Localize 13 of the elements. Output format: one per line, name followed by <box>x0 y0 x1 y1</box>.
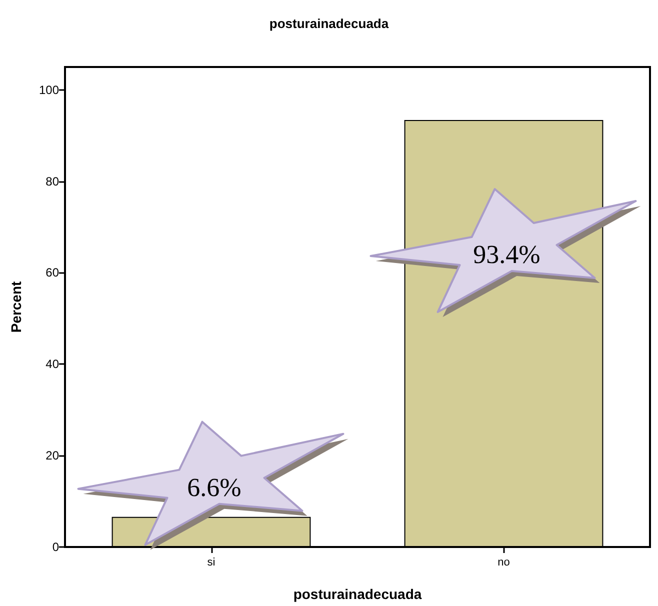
x-axis-title: posturainadecuada <box>293 586 422 602</box>
y-tick-label: 20 <box>46 448 60 463</box>
y-tick-label: 0 <box>52 540 60 554</box>
y-tick-label: 60 <box>46 266 60 280</box>
x-tick-label: no <box>498 556 510 568</box>
data-label: 6.6% <box>187 472 242 502</box>
chart-title: posturainadecuada <box>269 16 390 31</box>
y-axis-title: Percent <box>8 280 24 333</box>
y-tick-label: 100 <box>38 82 60 97</box>
y-tick-label: 40 <box>46 357 60 372</box>
y-tick-label: 80 <box>46 174 60 188</box>
data-label: 93.4% <box>473 240 540 270</box>
x-tick-label: si <box>207 556 216 568</box>
